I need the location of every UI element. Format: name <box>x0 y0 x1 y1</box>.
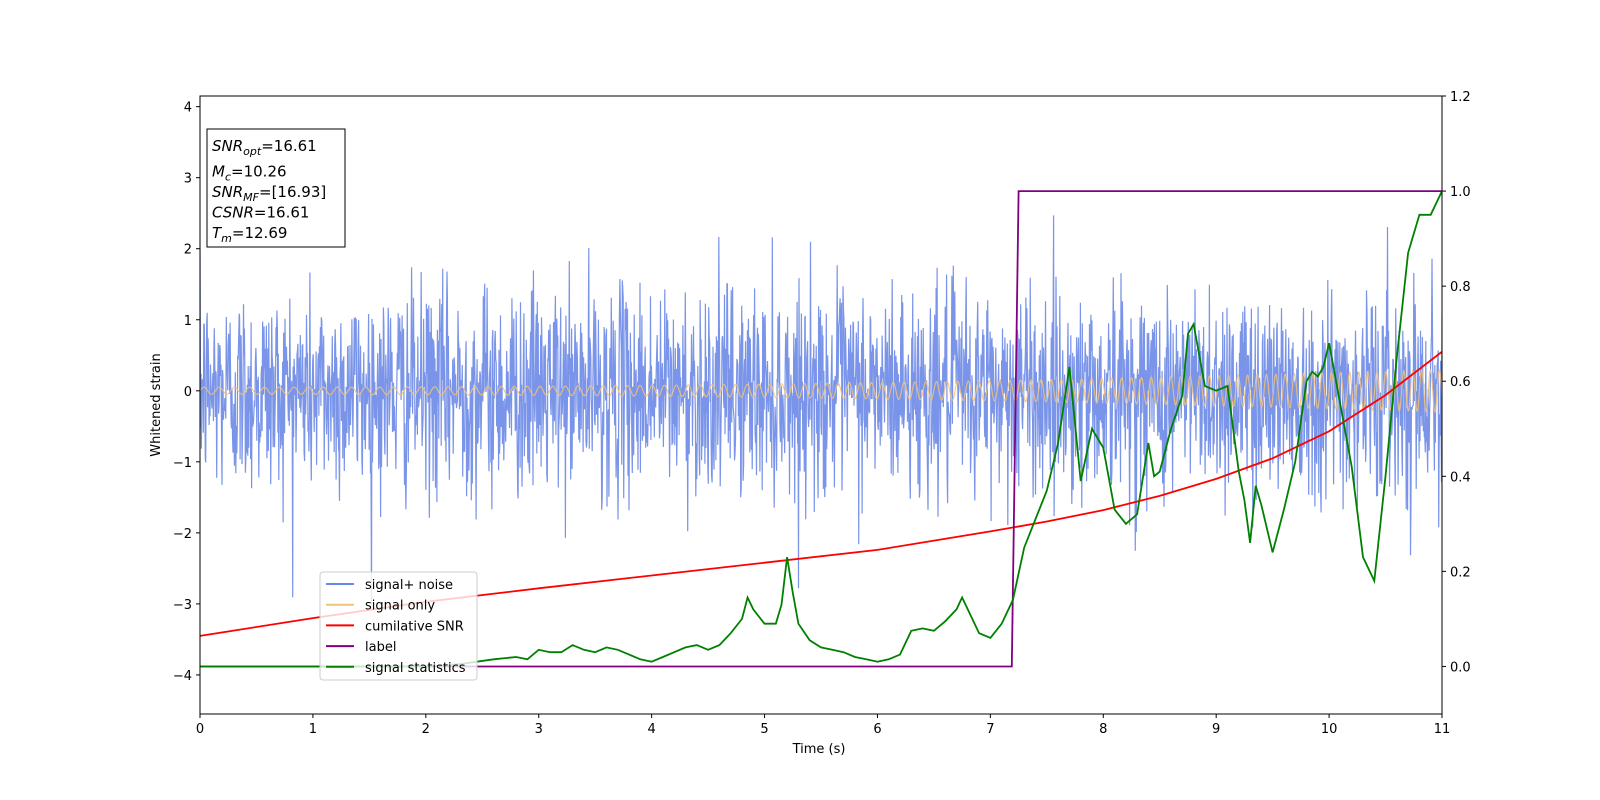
y-tick-label: 1 <box>184 314 192 329</box>
y2-tick-label: 0.0 <box>1450 660 1471 675</box>
x-tick-label: 3 <box>535 722 543 737</box>
x-tick-label: 11 <box>1434 722 1451 737</box>
y2-tick-label: 0.8 <box>1450 280 1471 295</box>
y-tick-label: −1 <box>173 456 192 471</box>
x-tick-label: 0 <box>196 722 204 737</box>
y2-tick-label: 0.4 <box>1450 470 1471 485</box>
y-tick-label: 0 <box>184 385 192 400</box>
y2-tick-label: 1.0 <box>1450 185 1471 200</box>
y-tick-label: −2 <box>173 527 192 542</box>
series-line-cumulative-snr <box>200 350 1442 637</box>
legend-entry: signal+ noise <box>365 578 453 593</box>
legend: signal+ noise signal only cumilative SNR la… <box>319 571 478 681</box>
y-tick-label: 4 <box>184 101 192 116</box>
legend-entry: signal only <box>365 599 435 614</box>
x-tick-label: 10 <box>1321 722 1338 737</box>
legend-entry: cumilative SNR <box>365 619 464 634</box>
series-line-signal-noise <box>200 215 1442 606</box>
plot-frame <box>199 95 1443 715</box>
annotation-box-frame <box>206 128 346 248</box>
annotation-line: Tm=12.69 <box>212 224 287 245</box>
x-tick-label: 5 <box>760 722 768 737</box>
x-axis: 0 1 2 3 4 5 6 7 8 9 10 11 <box>196 714 1450 737</box>
y-tick-label: 3 <box>184 172 192 187</box>
annotation-line: CSNR=16.61 <box>212 204 309 222</box>
x-tick-label: 6 <box>873 722 881 737</box>
series-line-label <box>200 190 1442 668</box>
series-line-signal-only <box>200 368 1442 414</box>
x-tick-label: 2 <box>422 722 430 737</box>
y-axis-right: 1.2 1.0 0.8 0.6 0.4 0.2 0.0 <box>1442 90 1471 675</box>
y-tick-label: −4 <box>173 669 192 684</box>
annotation-line: SNRMF=[16.93] <box>212 183 326 204</box>
series-layer <box>200 190 1442 668</box>
x-axis-label: Time (s) <box>792 742 846 757</box>
x-tick-label: 9 <box>1212 722 1220 737</box>
legend-frame <box>319 571 478 681</box>
y-axis-label: Whitened strain <box>149 353 164 456</box>
x-tick-label: 7 <box>986 722 994 737</box>
series-line-signal-statistics <box>200 190 1442 668</box>
y2-tick-label: 0.6 <box>1450 375 1471 390</box>
annotation-box: SNRopt=16.61 Mc=10.26SNRMF=[16.93]CSNR=16… <box>206 128 346 248</box>
x-tick-label: 4 <box>647 722 655 737</box>
x-tick-label: 8 <box>1099 722 1107 737</box>
legend-entry: signal statistics <box>365 661 466 676</box>
annotation-line: Mc=10.26 <box>212 163 287 184</box>
y-tick-label: −3 <box>173 598 192 613</box>
y2-tick-label: 0.2 <box>1450 565 1471 580</box>
y2-tick-label: 1.2 <box>1450 90 1471 105</box>
y-tick-label: 2 <box>184 243 192 258</box>
annotation-line: SNRopt=16.61 <box>212 137 317 158</box>
x-tick-label: 1 <box>309 722 317 737</box>
legend-entry: label <box>365 640 396 655</box>
y-axis-left: 4 3 2 1 0 −1 −2 −3 −4 <box>173 101 200 684</box>
